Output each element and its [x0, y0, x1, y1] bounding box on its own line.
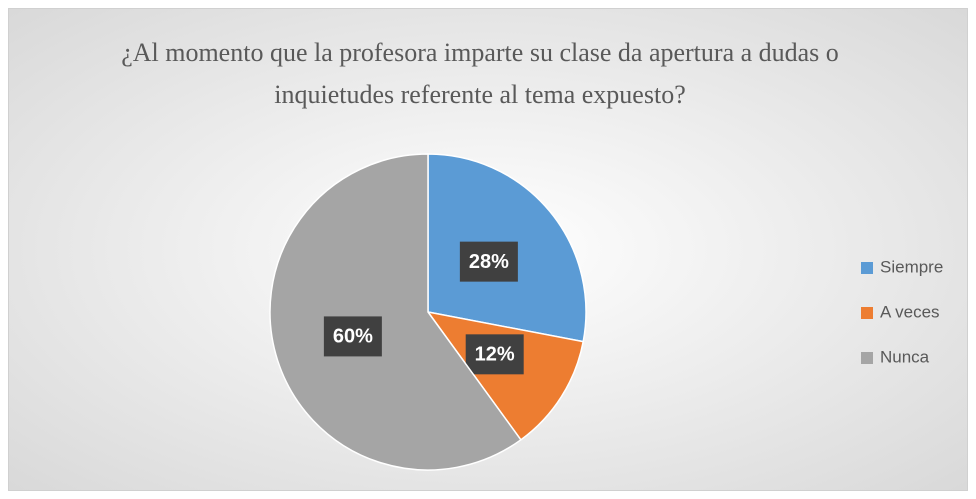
- data-label-box: [465, 334, 524, 375]
- legend-swatch: [861, 352, 873, 364]
- data-label: 60%: [333, 326, 373, 348]
- data-label-box: [459, 241, 518, 282]
- chart-title: ¿Al momento que la profesora imparte su …: [121, 38, 839, 109]
- legend-swatch: [861, 307, 873, 319]
- legend-label: Siempre: [880, 257, 943, 276]
- pie-slice: [269, 153, 522, 471]
- data-label: 12%: [475, 344, 515, 366]
- legend-label: Nunca: [880, 347, 930, 366]
- data-label-box: [323, 316, 382, 357]
- data-label: 28%: [469, 251, 509, 273]
- legend-swatch: [861, 262, 873, 274]
- legend-label: A veces: [880, 302, 940, 321]
